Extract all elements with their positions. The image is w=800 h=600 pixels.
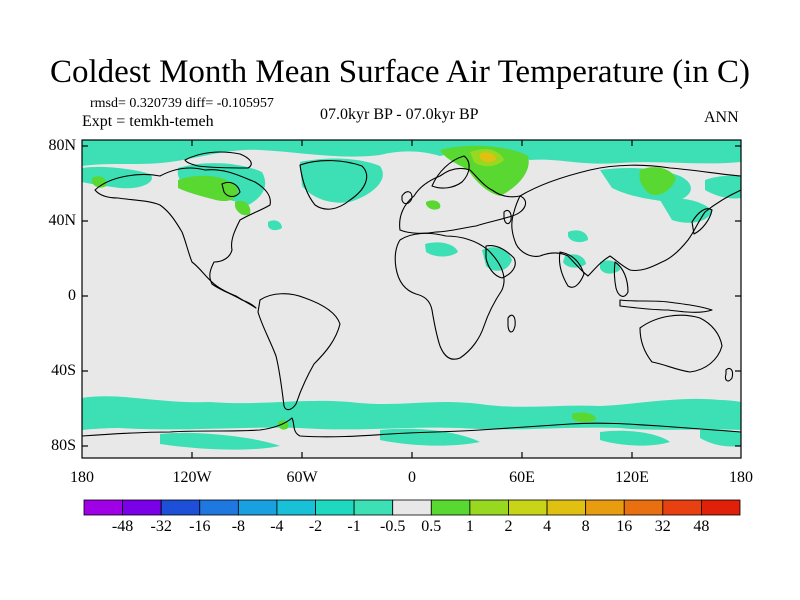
coast-arabia	[485, 245, 516, 279]
colorbar-swatch	[276, 499, 316, 516]
colorbar-tick-label: 8	[581, 518, 590, 535]
cool-patch-antarctica-a	[160, 432, 280, 450]
warm-patch-scandinavia	[440, 145, 529, 196]
cool-patch-east-asia	[660, 198, 712, 223]
lon-label-60e: 60E	[509, 469, 535, 486]
season-text: ANN	[704, 109, 739, 126]
colorbar-swatch	[585, 499, 625, 516]
warm-patch-canada	[178, 175, 238, 202]
coast-antarctica	[82, 417, 741, 438]
colorbar-swatch	[662, 499, 702, 516]
colorbar-swatch	[160, 499, 201, 516]
coast-africa	[394, 232, 505, 360]
lon-label-180w: 180	[70, 469, 94, 486]
colorbar-tick-label: 1	[465, 518, 474, 535]
warm-patch-siberia	[639, 167, 676, 196]
colorbar-tick-label: 4	[543, 518, 552, 535]
lat-label-0: 0	[68, 287, 76, 304]
coast-scandinavia	[431, 155, 470, 189]
colorbar-swatch	[546, 499, 587, 516]
axis-ticks	[82, 140, 741, 458]
colorbar-swatch	[353, 499, 394, 516]
colorbar-swatch	[122, 499, 162, 516]
coast-caspian	[503, 209, 512, 225]
chart-title: Coldest Month Mean Surface Air Temperatu…	[50, 54, 750, 90]
coast-se-asia	[613, 261, 629, 297]
warm-patch-labrador	[235, 200, 251, 216]
colorbar	[83, 499, 741, 516]
colorbar-tick-label: -2	[308, 518, 323, 535]
colorbar-swatch	[199, 499, 239, 516]
cool-patch-arabia	[482, 247, 512, 271]
colorbar-tick-label: 16	[616, 518, 633, 535]
colorbar-tick-label: -4	[270, 518, 284, 535]
colorbar-tick-label: -48	[111, 518, 134, 535]
cool-patch-greenland	[300, 158, 383, 203]
colorbar-swatch	[83, 499, 123, 516]
coast-uk	[401, 191, 413, 205]
cool-patch-pacific	[705, 175, 741, 199]
anomaly-patches	[82, 140, 741, 450]
colorbar-tick-label: -1	[347, 518, 361, 535]
cool-patch-tibet	[568, 230, 588, 243]
colorbar-tick-label: -0.5	[380, 518, 406, 535]
cool-patch-n-africa	[425, 242, 458, 257]
colorbar-swatch	[315, 499, 355, 516]
colorbar-swatch	[469, 499, 509, 516]
warm-patch-east-antarctica	[572, 412, 596, 423]
lon-label-0: 0	[408, 469, 416, 486]
colorbar-tick-label: 2	[504, 518, 513, 535]
warm-patch-europe	[426, 200, 441, 210]
cool-patch-southern-ocean	[82, 396, 741, 430]
colorbar-tick-label: 32	[654, 518, 671, 535]
period-text: 07.0kyr BP - 07.0kyr BP	[320, 106, 479, 123]
cool-patch-arctic	[82, 140, 741, 166]
colorbar-tick-label: -32	[150, 518, 172, 535]
coast-madagascar	[507, 314, 516, 333]
experiment-text: Expt = temkh-temeh	[82, 113, 214, 130]
coast-canadian-archipelago	[184, 151, 252, 169]
colorbar-swatch	[237, 499, 278, 516]
colorbar-swatch	[701, 499, 741, 516]
colorbar-swatch	[392, 499, 432, 516]
lon-label-180e: 180	[729, 469, 753, 486]
coast-new-zealand	[724, 367, 734, 382]
lon-label-60w: 60W	[286, 469, 318, 486]
coast-hudson-bay	[221, 181, 241, 198]
colorbar-swatch	[623, 499, 664, 516]
cool-patch-antarctica-d	[700, 429, 741, 447]
coast-australia	[639, 314, 723, 373]
coast-europe	[399, 167, 527, 234]
coast-japan	[691, 208, 713, 235]
cool-patch-na-small	[268, 220, 282, 231]
colorbar-tick-label: 0.5	[421, 518, 442, 535]
lat-label-40n: 40N	[48, 212, 76, 229]
colorbar-swatch	[508, 499, 548, 516]
coastlines	[82, 151, 741, 438]
coast-north-america	[94, 167, 271, 309]
coast-south-america	[257, 293, 341, 411]
colorbar-tick-label: -16	[189, 518, 211, 535]
stats-text: rmsd= 0.320739 diff= -0.105957	[90, 96, 274, 111]
coast-greenland	[299, 160, 368, 210]
colorbar-swatch	[430, 499, 471, 516]
cool-patch-s-asia-a	[563, 254, 586, 268]
colorbar-tick-label: 48	[693, 518, 710, 535]
lon-label-120w: 120W	[172, 469, 212, 486]
coast-indonesia	[619, 299, 713, 313]
lon-label-120e: 120E	[615, 469, 649, 486]
lat-label-80n: 80N	[48, 137, 76, 154]
cool-patch-antarctica-c	[600, 430, 670, 446]
coast-asia	[511, 164, 741, 277]
warm-patch-barents-peak	[480, 152, 496, 163]
coast-india	[558, 251, 585, 288]
lat-label-80s: 80S	[51, 437, 76, 454]
lat-label-40s: 40S	[51, 362, 76, 379]
colorbar-tick-label: -8	[231, 518, 246, 535]
